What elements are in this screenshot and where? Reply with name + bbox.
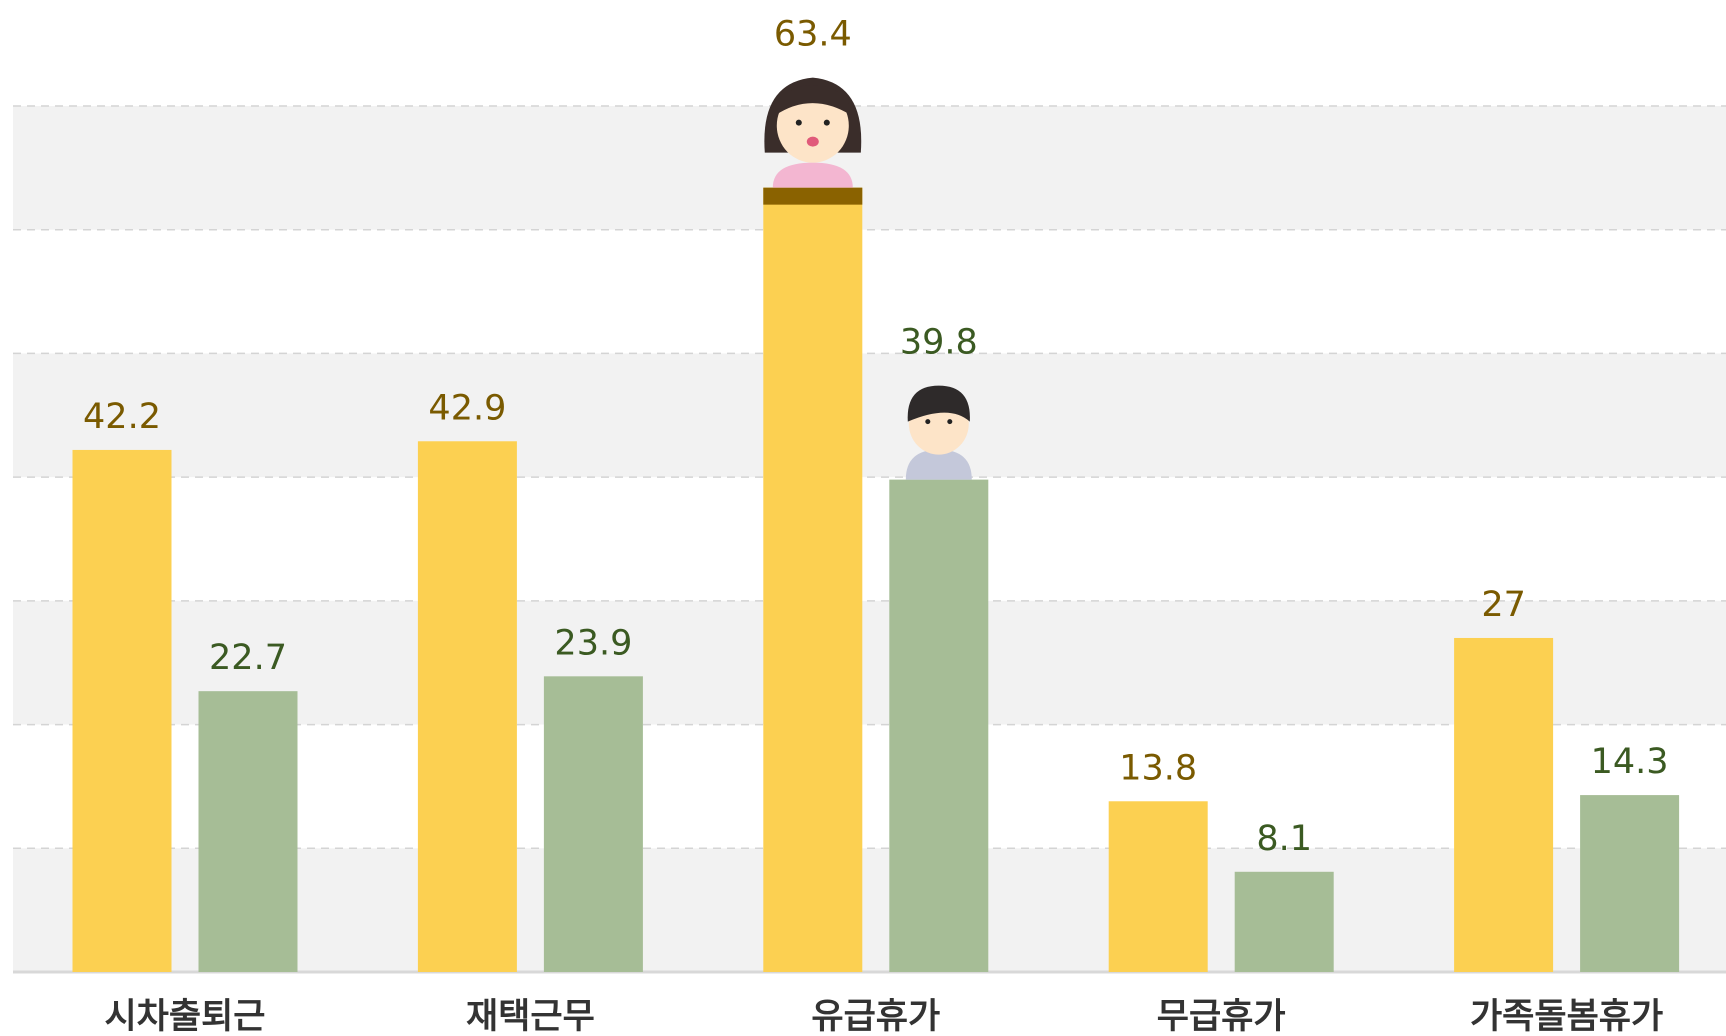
eye (796, 120, 802, 126)
value-label: 13.8 (1119, 748, 1197, 788)
x-tick-label: 재택근무 (466, 997, 595, 1036)
x-tick-label: 무급휴가 (1157, 997, 1286, 1036)
band (13, 106, 1726, 230)
x-tick-label: 시차출퇴근 (104, 997, 265, 1036)
value-label: 22.7 (209, 638, 287, 678)
bar (889, 480, 988, 972)
eye (824, 120, 830, 126)
value-label: 42.2 (83, 397, 161, 437)
x-tick-label: 가족돌봄휴가 (1470, 997, 1663, 1036)
bar (199, 691, 298, 972)
value-label: 14.3 (1591, 742, 1669, 782)
chart: 시차출퇴근 42.2 22.7 재택근무 42.9 23.9 유급휴가 63.4 39.8 무급휴… (0, 0, 1726, 1036)
eye (925, 419, 930, 424)
value-label: 27 (1481, 585, 1526, 625)
bar (544, 676, 643, 972)
bar (1109, 801, 1208, 972)
bar (1235, 872, 1334, 972)
bar (1454, 638, 1553, 972)
x-tick-label: 유급휴가 (811, 997, 940, 1036)
value-label: 42.9 (428, 388, 506, 428)
bar-cap (763, 188, 862, 205)
bar (73, 450, 172, 972)
value-label: 63.4 (774, 15, 852, 55)
eye (947, 419, 952, 424)
man-icon (906, 386, 972, 480)
bar (418, 441, 517, 972)
value-label: 8.1 (1256, 819, 1312, 859)
bar (763, 188, 862, 972)
bar (1580, 795, 1679, 972)
value-label: 23.9 (554, 623, 632, 663)
band (13, 353, 1726, 477)
value-label: 39.8 (900, 323, 978, 363)
mouth (807, 137, 819, 147)
